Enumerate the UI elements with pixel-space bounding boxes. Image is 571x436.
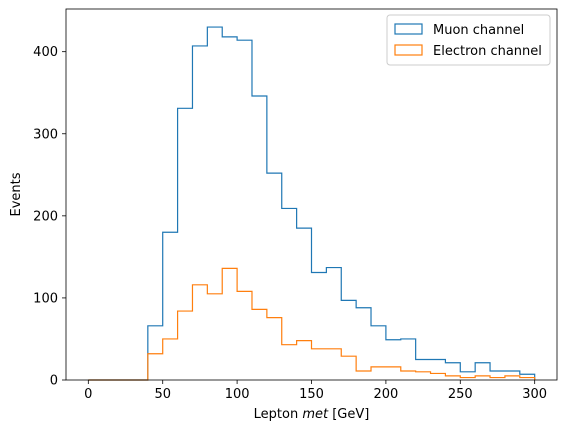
legend-box: [386, 14, 551, 66]
x-tick-label: 100: [225, 387, 250, 402]
x-tick-label: 150: [299, 387, 324, 402]
x-axis-label-italic: met: [302, 407, 329, 422]
legend-label: Muon channel: [433, 23, 524, 38]
y-tick-label: 200: [33, 209, 58, 224]
legend-label: Electron channel: [433, 44, 542, 59]
x-tick-label: 250: [448, 387, 473, 402]
y-tick-label: 0: [50, 374, 58, 389]
histogram-series-muon: [88, 26, 536, 381]
x-tick-label: 300: [522, 387, 547, 402]
legend: Muon channel Electron channel: [386, 14, 551, 66]
x-axis-label: Lepton met [GeV]: [254, 407, 370, 422]
histogram-series-electron: [88, 267, 536, 381]
y-axis: 0 100 200 300 400: [33, 45, 66, 389]
plot-area: [88, 26, 536, 381]
y-tick-label: 300: [33, 127, 58, 142]
x-tick-label: 0: [84, 387, 92, 402]
x-axis-label-suffix: [GeV]: [328, 407, 369, 422]
axes-frame: [65, 8, 558, 381]
legend-swatch: [394, 23, 423, 35]
legend-swatch: [394, 44, 423, 56]
x-axis-label-prefix: Lepton: [254, 407, 303, 422]
y-axis-label: Events: [9, 172, 24, 216]
y-tick-label: 100: [33, 291, 58, 306]
x-tick-label: 200: [373, 387, 398, 402]
y-tick-label: 400: [33, 45, 58, 60]
x-tick-label: 50: [154, 387, 171, 402]
x-axis: 0 50 100 150 200 250 300: [84, 380, 547, 402]
